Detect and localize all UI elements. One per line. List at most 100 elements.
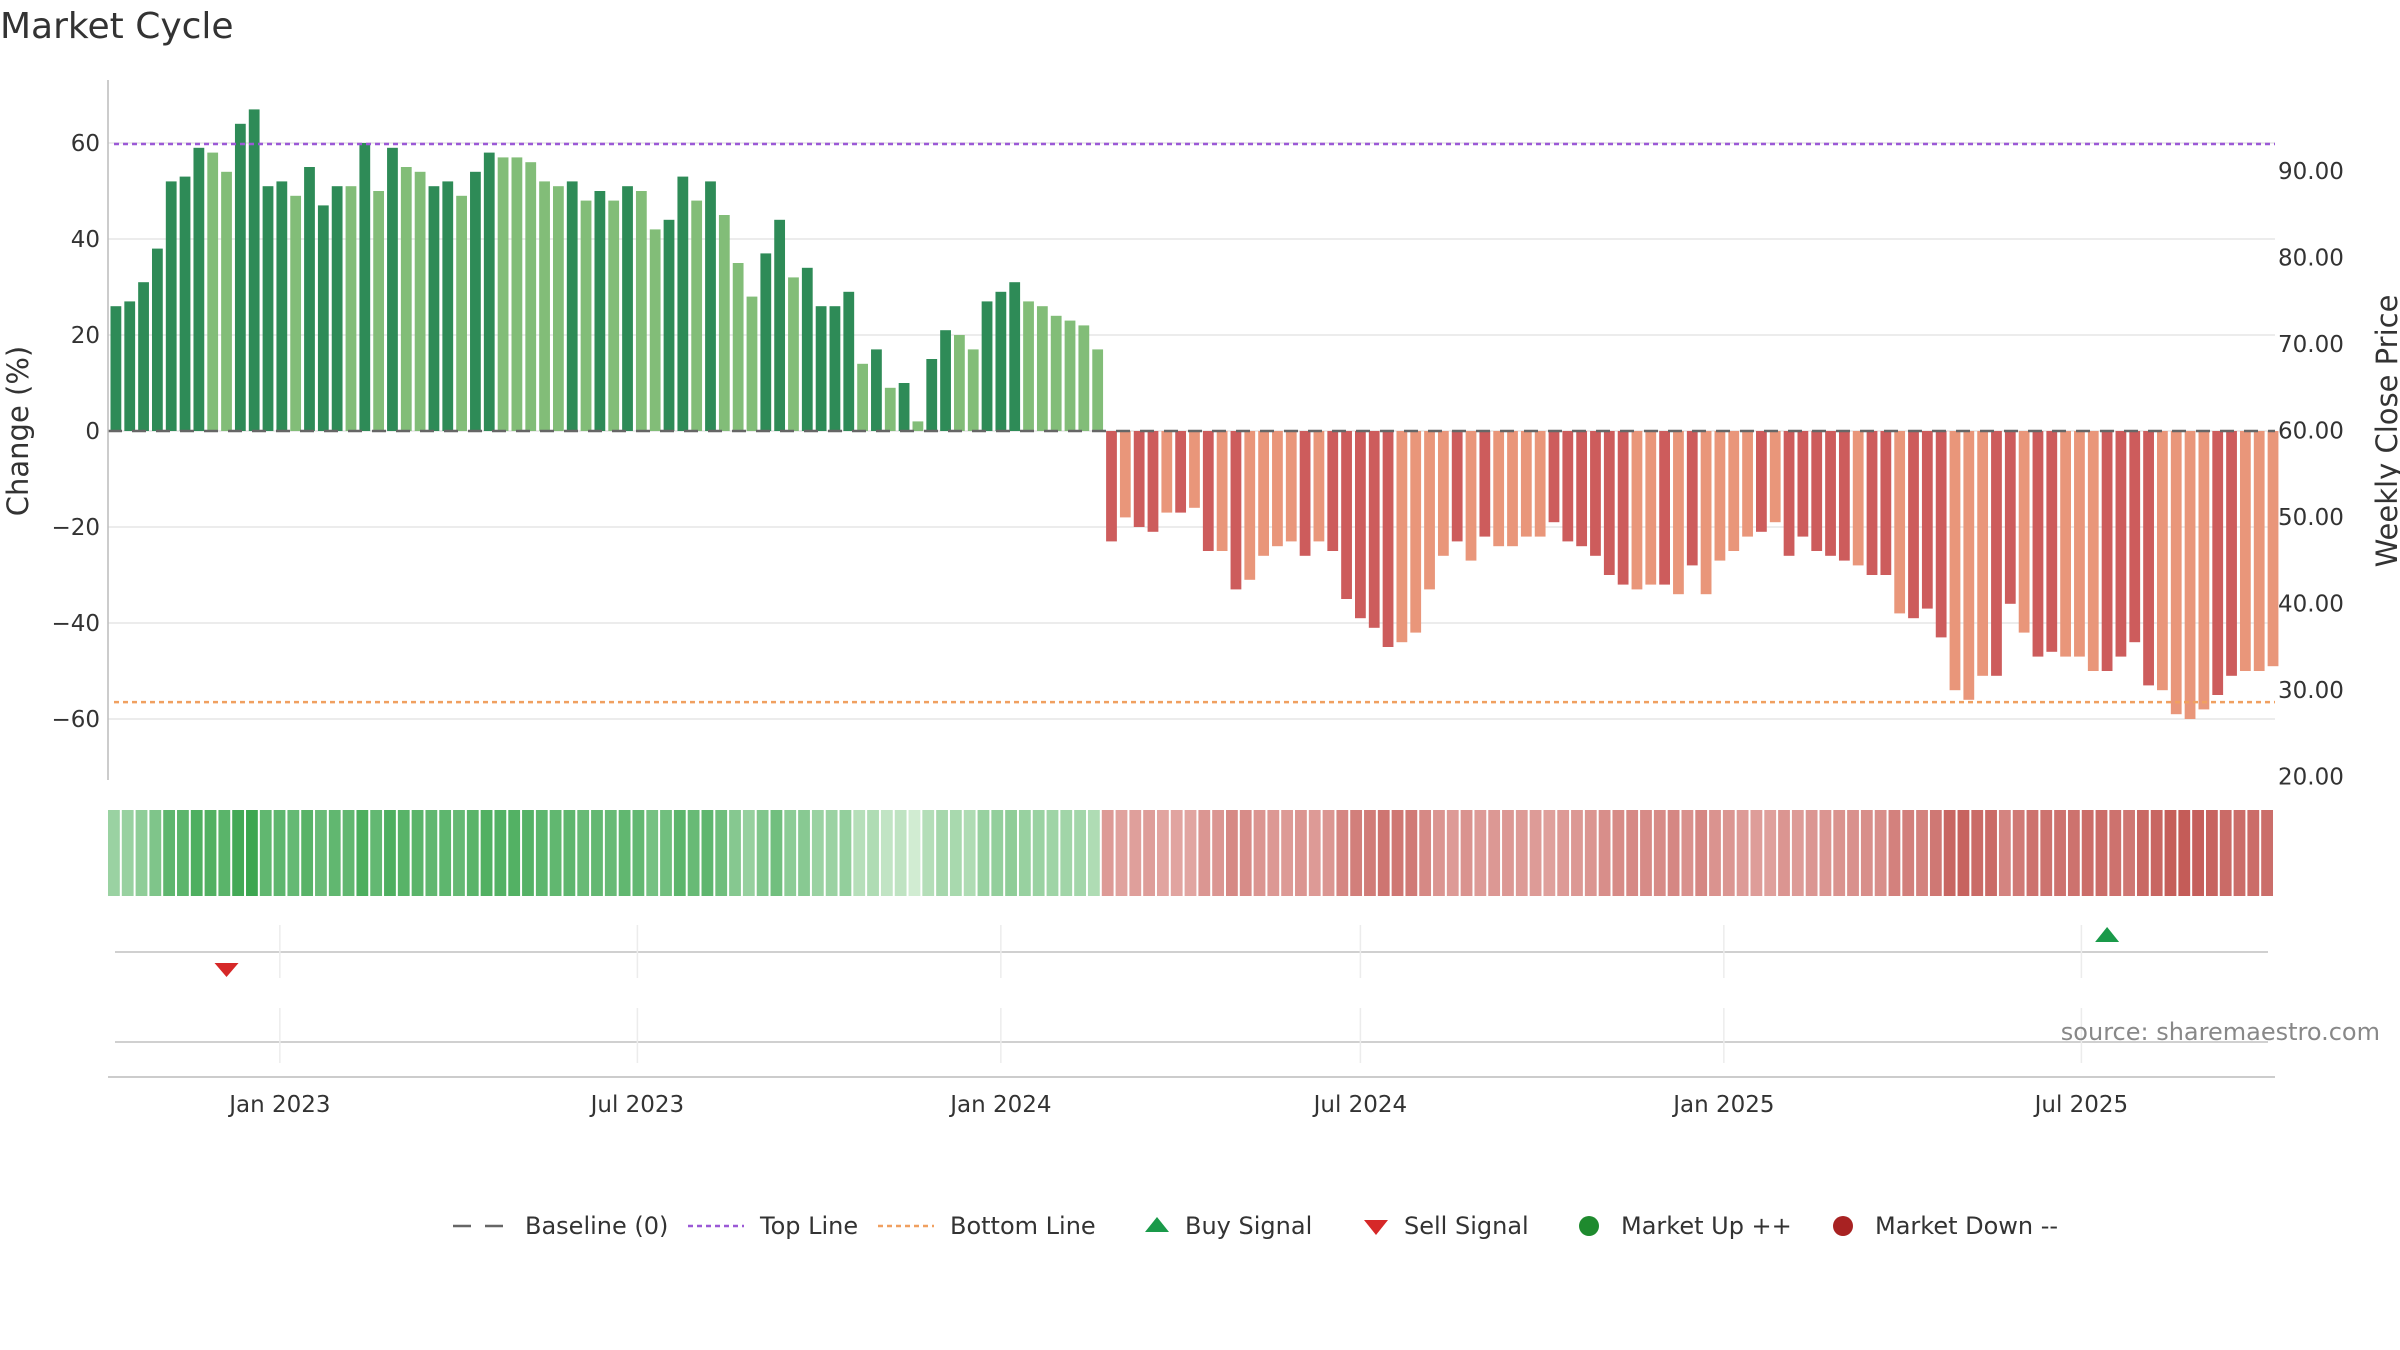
- heat-cell: [1336, 810, 1349, 896]
- heat-cell: [494, 810, 507, 896]
- bar: [649, 229, 661, 431]
- bar: [926, 359, 938, 431]
- chart-title: Market Cycle: [0, 6, 234, 47]
- heat-cell: [770, 810, 783, 896]
- heat-cell: [342, 810, 355, 896]
- y-tick-label: −20: [51, 515, 100, 541]
- bar: [1147, 431, 1159, 532]
- bar: [1783, 431, 1795, 556]
- bar: [276, 181, 288, 431]
- bar: [1520, 431, 1532, 537]
- heat-cell: [397, 810, 410, 896]
- bar: [387, 147, 398, 432]
- heat-cell: [1916, 810, 1928, 896]
- heat-cell: [121, 810, 134, 896]
- heat-cell: [1419, 810, 1432, 896]
- x-axis: Jan 2023 Jul 2023 Jan 2024 Jul 2024 Jan 2025…: [227, 1092, 2128, 1118]
- y2-tick-label: 40.00: [2278, 591, 2344, 617]
- bar: [442, 181, 454, 431]
- heat-cell: [315, 810, 327, 896]
- bar: [1382, 431, 1394, 647]
- y2-tick-label: 50.00: [2278, 505, 2344, 531]
- bar: [1175, 431, 1187, 513]
- bar: [1603, 431, 1615, 575]
- bar: [1866, 431, 1878, 575]
- legend-label: Baseline (0): [525, 1212, 668, 1240]
- heat-cell: [2054, 810, 2066, 896]
- heat-cell: [1018, 810, 1031, 896]
- bar: [497, 157, 509, 431]
- bar: [1852, 431, 1864, 566]
- heat-cell: [1032, 810, 1045, 896]
- heat-cell: [1833, 810, 1846, 896]
- bar: [1189, 431, 1200, 508]
- y2-tick-label: 90.00: [2278, 159, 2344, 185]
- bar: [1562, 431, 1574, 542]
- legend-label: Sell Signal: [1404, 1212, 1529, 1240]
- bar: [1742, 431, 1753, 537]
- heat-cell: [328, 810, 341, 896]
- heat-cell: [453, 810, 465, 896]
- bar: [1092, 349, 1104, 431]
- heat-cell: [370, 810, 383, 896]
- heat-cell: [2192, 810, 2204, 896]
- bar: [2226, 431, 2237, 676]
- bar: [2004, 431, 2016, 604]
- heat-cell: [646, 810, 659, 896]
- heat-cell: [563, 810, 576, 896]
- bar: [2143, 431, 2154, 686]
- bar: [234, 123, 246, 432]
- heat-cell: [1778, 810, 1790, 896]
- bar: [566, 181, 578, 431]
- bar: [2129, 431, 2141, 643]
- heat-cell: [204, 810, 217, 896]
- heat-cell: [2136, 810, 2149, 896]
- bar: [1631, 431, 1643, 590]
- legend-item: Buy Signal: [1145, 1212, 1312, 1240]
- heat-cell: [1391, 810, 1404, 896]
- bar: [290, 195, 302, 431]
- reference-lines: [108, 142, 2275, 704]
- bar: [483, 152, 495, 431]
- heat-cell: [2109, 810, 2122, 896]
- buy-signal-marker: [2095, 927, 2120, 942]
- bar: [2060, 431, 2072, 657]
- bar: [1769, 431, 1781, 523]
- heat-cell: [1005, 810, 1017, 896]
- heat-cell: [1819, 810, 1832, 896]
- heat-strip: [108, 810, 2273, 896]
- bar: [871, 349, 882, 431]
- legend-item: Sell Signal: [1364, 1212, 1529, 1240]
- bar: [1244, 431, 1256, 580]
- heat-cell: [673, 810, 686, 896]
- heat-cell: [963, 810, 976, 896]
- heat-cell: [687, 810, 700, 896]
- bar: [1493, 431, 1505, 547]
- heat-cell: [2012, 810, 2025, 896]
- heat-cell: [1626, 810, 1639, 896]
- heat-cell: [715, 810, 728, 896]
- legend-label: Top Line: [759, 1212, 858, 1240]
- heat-cell: [2150, 810, 2163, 896]
- bar: [801, 267, 813, 431]
- bar: [539, 181, 550, 431]
- heat-cell: [1226, 810, 1238, 896]
- bar: [124, 301, 136, 431]
- bar: [1548, 431, 1560, 523]
- heat-cell: [1709, 810, 1721, 896]
- heat-cell: [591, 810, 603, 896]
- heat-cell: [1598, 810, 1611, 896]
- y2-tick-label: 80.00: [2278, 245, 2344, 271]
- bar: [732, 263, 744, 431]
- x-tick-label: Jan 2024: [948, 1092, 1051, 1118]
- bar: [774, 219, 786, 431]
- legend-item: Bottom Line: [878, 1212, 1096, 1240]
- y-axis-title: Change (%): [1, 346, 35, 516]
- bar: [1313, 431, 1325, 542]
- bar: [1341, 431, 1352, 599]
- bar: [912, 421, 924, 431]
- heat-cell: [1529, 810, 1542, 896]
- heat-cell: [1943, 810, 1956, 896]
- bar: [331, 186, 343, 431]
